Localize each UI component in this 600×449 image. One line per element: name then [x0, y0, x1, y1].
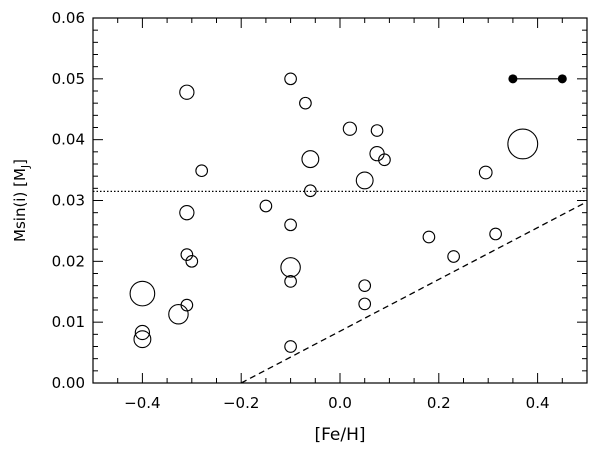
data-point — [304, 184, 317, 198]
data-point — [280, 257, 301, 278]
data-point — [284, 72, 297, 86]
data-points — [129, 72, 539, 353]
data-point — [179, 205, 195, 221]
y-axis-label-sub: J — [19, 165, 32, 169]
dashed-limit-line — [240, 201, 588, 384]
data-point — [185, 254, 199, 268]
plot-frame — [92, 17, 588, 384]
data-point — [284, 340, 297, 353]
y-tick-label: 0.02 — [52, 252, 85, 270]
y-tick-label: 0.00 — [52, 374, 85, 392]
data-point — [378, 153, 391, 167]
data-point — [507, 128, 539, 160]
data-point — [195, 164, 209, 178]
x-axis-label: [Fe/H] — [314, 425, 365, 445]
y-axis-label-main: Msin(i) [M — [11, 168, 29, 242]
data-point — [358, 279, 372, 293]
data-point — [301, 150, 320, 169]
data-point — [284, 275, 297, 288]
y-tick-label: 0.01 — [52, 313, 85, 331]
tick-labels: −0.4 −0.2 0.0 0.2 0.4 0.00 0.01 0.02 0.03 0.04 0.0… — [52, 9, 550, 412]
error-bar-sample — [508, 74, 567, 84]
data-point — [133, 330, 152, 349]
data-point — [370, 124, 384, 137]
data-point — [489, 227, 502, 241]
data-point — [478, 165, 493, 180]
y-tick-label: 0.04 — [52, 131, 85, 149]
data-point — [358, 297, 372, 311]
x-tick-label: −0.4 — [124, 394, 160, 412]
data-point — [422, 230, 436, 244]
data-point — [129, 280, 156, 307]
data-point — [369, 146, 385, 162]
data-point — [284, 218, 297, 232]
x-tick-label: −0.2 — [223, 394, 259, 412]
data-point — [179, 84, 195, 100]
data-point — [299, 96, 312, 110]
y-axis-label: Msin(i) [MJ] — [11, 159, 32, 242]
x-tick-label: 0.4 — [526, 394, 550, 412]
data-point — [134, 324, 151, 341]
data-point — [180, 248, 194, 261]
axis-ticks — [92, 17, 588, 384]
x-tick-label: 0.0 — [328, 394, 352, 412]
data-point — [180, 298, 194, 312]
error-bar-end — [508, 74, 518, 84]
reference-lines — [93, 190, 588, 384]
data-point — [342, 121, 358, 136]
data-point — [259, 199, 273, 213]
y-tick-label: 0.05 — [52, 70, 85, 88]
data-point — [355, 171, 374, 190]
data-point — [168, 304, 189, 325]
error-bar-end — [557, 74, 567, 84]
y-tick-label: 0.06 — [52, 9, 85, 27]
x-tick-label: 0.2 — [427, 394, 451, 412]
data-point — [447, 250, 460, 263]
y-axis-label-close: ] — [11, 159, 29, 165]
y-tick-label: 0.03 — [52, 192, 85, 210]
